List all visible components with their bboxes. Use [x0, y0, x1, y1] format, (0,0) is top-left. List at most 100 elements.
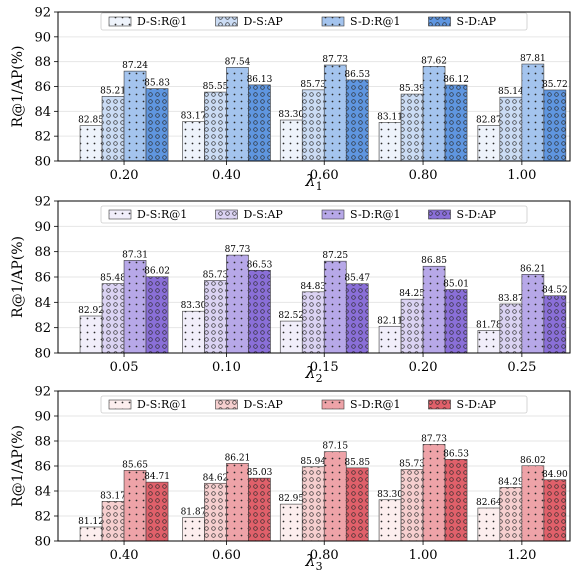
y-tick-label: 88: [34, 245, 51, 260]
data-label: 82.52: [278, 311, 304, 321]
bar: [521, 465, 545, 542]
y-tick-label: 90: [34, 220, 51, 235]
data-label: 85.03: [247, 468, 273, 478]
legend-swatch: [215, 399, 238, 410]
bar: [248, 269, 271, 354]
data-label: 87.73: [322, 55, 348, 65]
data-label: 85.48: [100, 274, 126, 284]
legend: D-S:R@1 D-S:AP S-D:R@1 S-D:AP: [100, 395, 528, 414]
data-label: 84.52: [542, 286, 568, 296]
bar: [248, 477, 271, 542]
legend-label: S-D:AP: [457, 15, 497, 28]
data-label: 85.47: [344, 274, 370, 284]
bar: [101, 283, 125, 354]
x-tick-label: 1.20: [507, 548, 536, 563]
bar: [378, 499, 402, 542]
bar: [204, 280, 227, 354]
data-label: 85.72: [542, 80, 568, 90]
x-tick-label: 1.00: [507, 168, 536, 183]
y-axis-label: R@1/AP(%): [10, 236, 26, 318]
bar: [123, 260, 147, 354]
bar: [422, 444, 446, 542]
data-label: 84.90: [542, 470, 568, 480]
data-label: 87.62: [421, 56, 447, 66]
bar: [543, 295, 567, 354]
y-tick-label: 80: [34, 347, 51, 362]
data-label: 85.73: [399, 459, 425, 469]
data-label: 85.73: [300, 80, 326, 90]
legend-box: [100, 12, 528, 31]
data-label: 84.83: [300, 282, 326, 292]
bar: [323, 64, 347, 162]
x-tick-label: 0.25: [507, 360, 536, 375]
y-tick-label: 80: [34, 155, 51, 170]
bar: [521, 63, 545, 162]
x-tick-label: 0.80: [310, 548, 339, 563]
bar: [543, 89, 567, 162]
x-tick-label: 0.40: [110, 548, 139, 563]
data-label: 82.95: [278, 494, 304, 504]
data-label: 83.17: [100, 491, 126, 501]
data-label: 82.11: [377, 316, 403, 326]
chart-panel-2: 80 82 84 86 88 90 92 82.92 85.48 87.31 86.02 0.05 83…: [10, 195, 571, 385]
bar: [101, 96, 125, 162]
bar: [400, 469, 424, 542]
data-label: 84.29: [498, 477, 524, 487]
bar: [323, 260, 347, 354]
bar: [400, 298, 424, 354]
bar: [79, 315, 103, 354]
legend-label: S-D:AP: [457, 398, 497, 411]
y-tick-label: 84: [34, 485, 51, 500]
data-label: 84.25: [399, 289, 425, 299]
legend: D-S:R@1 D-S:AP S-D:R@1 S-D:AP: [100, 205, 528, 224]
x-axis-label: λ1: [304, 171, 322, 193]
bar: [301, 89, 325, 162]
data-label: 85.65: [122, 460, 148, 470]
bar: [145, 276, 169, 354]
legend-swatch: [428, 16, 451, 27]
data-label: 85.83: [144, 79, 170, 89]
bar: [521, 274, 545, 354]
y-tick-label: 92: [34, 195, 51, 210]
data-label: 85.85: [344, 458, 370, 468]
bar: [301, 291, 325, 354]
bar: [204, 91, 227, 162]
y-tick-label: 88: [34, 435, 51, 450]
x-axis-label: λ2: [304, 363, 322, 385]
bar: [101, 501, 125, 542]
bar: [226, 463, 249, 542]
y-tick-label: 84: [34, 105, 51, 120]
data-label: 86.53: [344, 70, 370, 80]
bar: [499, 303, 523, 354]
data-label: 82.87: [476, 115, 502, 125]
bar: [477, 330, 501, 354]
bar: [477, 125, 501, 162]
data-label: 86.13: [247, 75, 273, 85]
data-label: 83.30: [377, 490, 403, 500]
bar: [444, 289, 468, 354]
bar: [345, 283, 369, 354]
bar: [279, 119, 303, 162]
y-axis-label: R@1/AP(%): [10, 46, 26, 128]
bar: [145, 481, 169, 542]
data-label: 83.87: [498, 294, 524, 304]
legend-label: D-S:AP: [244, 208, 284, 221]
legend-label: S-D:R@1: [350, 398, 400, 411]
data-label: 86.02: [144, 267, 170, 277]
data-label: 83.17: [181, 112, 207, 122]
bar: [378, 122, 402, 162]
legend-box: [100, 395, 528, 414]
bar: [123, 470, 147, 542]
bar: [182, 310, 205, 354]
data-label: 82.85: [78, 116, 104, 126]
data-label: 86.21: [520, 264, 546, 274]
legend-swatch: [108, 399, 132, 410]
legend-label: S-D:R@1: [350, 15, 400, 28]
bar: [182, 517, 205, 542]
data-label: 87.73: [421, 434, 447, 444]
data-label: 87.24: [122, 61, 148, 71]
y-tick-label: 82: [34, 130, 51, 145]
legend-swatch: [321, 209, 345, 220]
legend-swatch: [321, 16, 345, 27]
